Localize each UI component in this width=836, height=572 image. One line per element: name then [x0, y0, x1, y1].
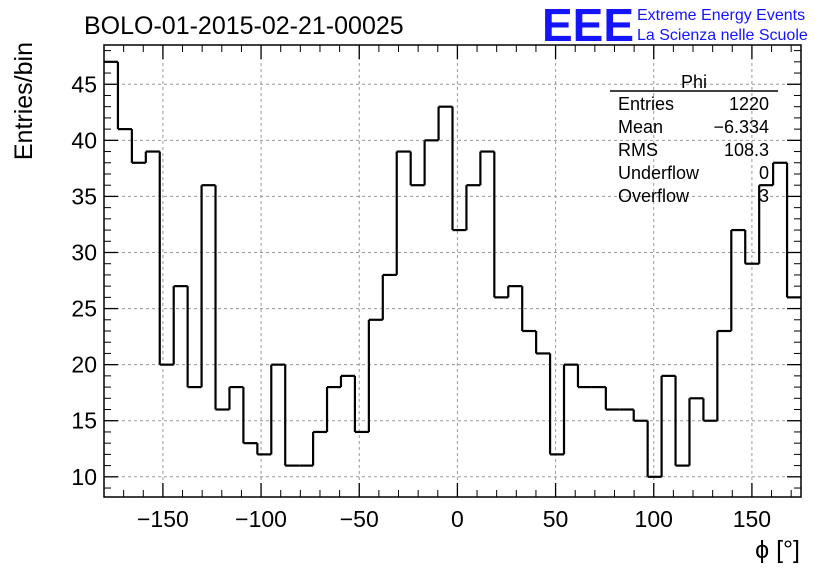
stats-value-rms: 108.3: [724, 140, 769, 160]
logo-mark: EEE: [542, 0, 634, 51]
stats-value-mean: −6.334: [713, 117, 769, 137]
x-tick-label-4: 50: [543, 506, 569, 532]
logo-line-2: La Scienza nelle Scuole: [637, 27, 808, 44]
stats-value-overflow: 3: [759, 186, 769, 206]
x-tick-label-3: 0: [451, 506, 464, 532]
stats-label-overflow: Overflow: [618, 186, 690, 206]
y-axis-title: Entries/bin: [10, 42, 38, 160]
x-tick-labels: −150 −100 −50 0 50 100 150: [137, 506, 771, 532]
stats-label-underflow: Underflow: [618, 163, 700, 183]
y-tick-label-4: 30: [71, 239, 97, 265]
stats-box: Phi Entries 1220 Mean −6.334 RMS 108.3 U…: [610, 72, 778, 206]
stats-value-underflow: 0: [759, 163, 769, 183]
x-tick-label-1: −100: [235, 506, 287, 532]
y-tick-label-5: 35: [71, 183, 97, 209]
y-tick-label-0: 10: [71, 464, 97, 490]
chart-title: BOLO-01-2015-02-21-00025: [84, 12, 404, 40]
stats-label-mean: Mean: [618, 117, 663, 137]
histogram-bars: [104, 60, 801, 478]
stats-label-entries: Entries: [618, 94, 674, 114]
y-tick-label-2: 20: [71, 352, 97, 378]
stats-value-entries: 1220: [729, 94, 769, 114]
stats-label-rms: RMS: [618, 140, 658, 160]
y-tick-label-1: 15: [71, 408, 97, 434]
x-axis-title: ϕ [°]: [755, 536, 800, 564]
y-tick-label-6: 40: [71, 127, 97, 153]
tick-marks: [103, 45, 801, 497]
eee-logo: EEE Extreme Energy Events La Scienza nel…: [542, 0, 808, 51]
x-tick-label-2: −50: [340, 506, 379, 532]
y-tick-label-3: 25: [71, 296, 97, 322]
x-tick-label-6: 150: [733, 506, 771, 532]
y-tick-labels: 10 15 20 25 30 35 40 45: [71, 71, 97, 490]
x-tick-label-0: −150: [137, 506, 189, 532]
stats-name: Phi: [681, 72, 707, 92]
x-tick-label-5: 100: [635, 506, 673, 532]
y-tick-label-7: 45: [71, 71, 97, 97]
logo-line-1: Extreme Energy Events: [637, 7, 805, 24]
axes: [103, 44, 802, 498]
plot-frame: [103, 44, 802, 498]
